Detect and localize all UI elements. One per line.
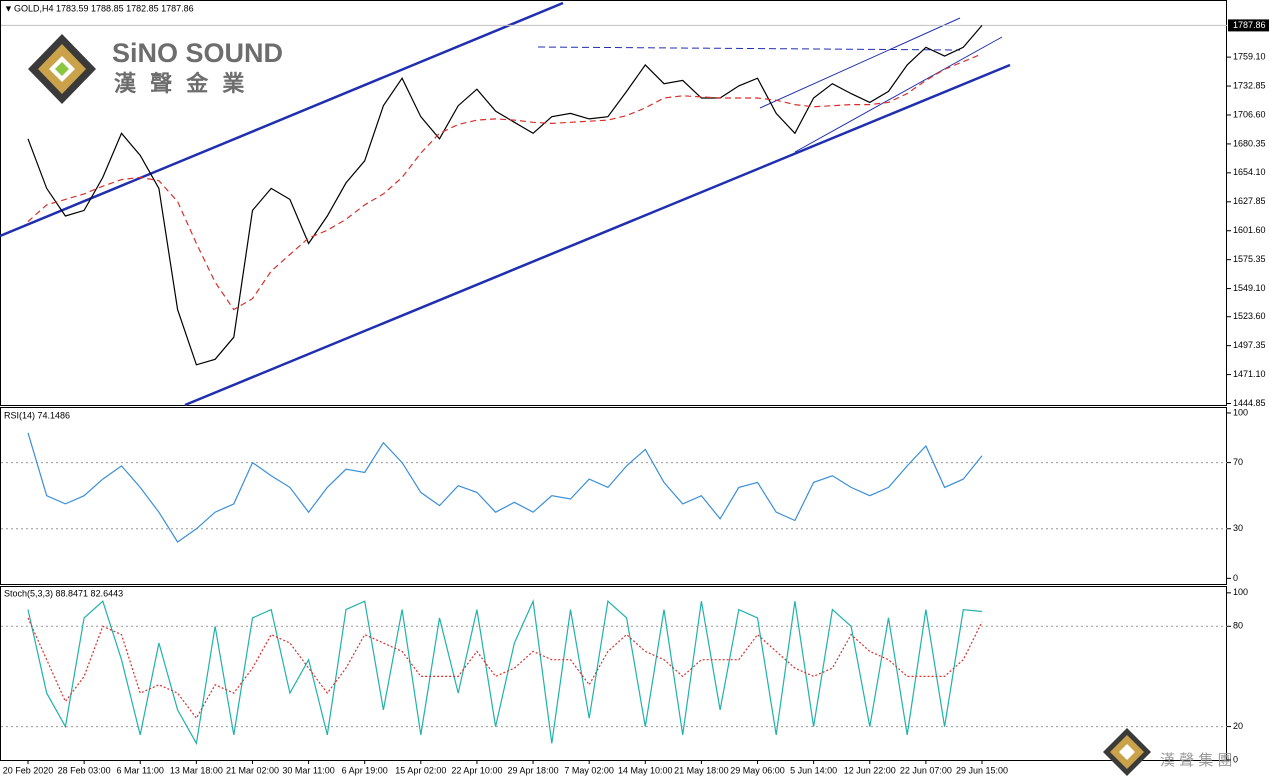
logo-center [55, 62, 69, 76]
y-tick-label: 1523.60 [1233, 311, 1266, 321]
y-tick-label: 1444.85 [1233, 398, 1266, 408]
series-line [27, 599, 983, 746]
x-tick-label: 22 Jun 07:00 [900, 765, 952, 775]
channel-lower [184, 63, 1011, 407]
price-panel [0, 0, 1227, 406]
footer-brand: 漢 聲 集 團 [1160, 752, 1233, 769]
x-tick-label: 22 Apr 10:00 [451, 765, 502, 775]
y-tick-label: 1601.60 [1233, 225, 1266, 235]
y-tick-label: 1575.35 [1233, 254, 1266, 264]
y-tick-label: 1759.10 [1233, 51, 1266, 61]
y-tick-label: 0 [1233, 573, 1238, 583]
logo: SiNO SOUND 漢 聲 金 業 [28, 34, 283, 104]
rsi-title: RSI(14) 74.1486 [4, 410, 70, 420]
x-tick-label: 6 Apr 19:00 [342, 765, 388, 775]
brand-sub: 漢 聲 金 業 [114, 71, 248, 96]
trend-lines [0, 1, 1011, 407]
stoch-title: Stoch(5,3,3) 88.8471 82.6443 [4, 588, 123, 598]
brand-name: SiNO SOUND [112, 38, 283, 68]
y-tick-label: 30 [1233, 523, 1243, 533]
stoch-panel [0, 586, 1227, 761]
y-tick-label: 1654.10 [1233, 167, 1266, 177]
x-tick-label: 7 May 02:00 [564, 765, 614, 775]
y-tick-label: 20 [1233, 721, 1243, 731]
y-tick-label: 1549.10 [1233, 283, 1266, 293]
y-tick-label: 0 [1233, 754, 1238, 764]
x-tick-label: 14 May 10:00 [618, 765, 673, 775]
x-tick-label: 29 Apr 18:00 [508, 765, 559, 775]
x-tick-label: 13 Mar 18:00 [170, 765, 223, 775]
y-tick-label: 100 [1233, 407, 1248, 417]
footer-core [1119, 744, 1135, 760]
x-tick-label: 29 May 06:00 [730, 765, 785, 775]
y-tick-label: 1732.85 [1233, 80, 1266, 90]
minor-channel-upper [759, 17, 961, 109]
x-tick-label: 6 Mar 11:00 [117, 765, 164, 775]
x-tick-label: 21 Mar 02:00 [226, 765, 279, 775]
x-tick-label: 21 May 18:00 [674, 765, 729, 775]
y-tick-label: 1706.60 [1233, 109, 1266, 119]
y-tick-label: 1680.35 [1233, 138, 1266, 148]
current-price-box [1228, 19, 1269, 32]
x-tick-label: 29 Jun 15:00 [956, 765, 1008, 775]
x-tick-label: 28 Feb 03:00 [58, 765, 111, 775]
symbol-icon: ▼ [4, 3, 13, 13]
x-tick-label: 15 Apr 02:00 [395, 765, 446, 775]
rsi-panel [0, 407, 1227, 585]
minor-channel-lower [794, 36, 1003, 153]
footer-logo: 漢 聲 集 團 [1103, 728, 1233, 776]
resistance-line [537, 46, 961, 51]
x-tick-label: 20 Feb 2020 [3, 765, 54, 775]
x-tick-label: 5 Jun 14:00 [790, 765, 837, 775]
series-line [27, 25, 983, 366]
y-tick-label: 1471.10 [1233, 369, 1266, 379]
series-line [27, 432, 983, 543]
series-line [27, 617, 983, 720]
series-line [27, 53, 983, 311]
x-tick-label: 30 Mar 11:00 [282, 765, 334, 775]
y-tick-label: 70 [1233, 457, 1243, 467]
y-tick-label: 80 [1233, 621, 1243, 631]
channel-upper [0, 1, 564, 238]
current-price-label: 1787.86 [1233, 20, 1266, 30]
y-tick-label: 1627.85 [1233, 196, 1266, 206]
price-title: GOLD,H4 1783.59 1788.85 1782.85 1787.86 [14, 3, 194, 13]
x-tick-label: 12 Jun 22:00 [844, 765, 896, 775]
y-tick-label: 1497.35 [1233, 340, 1266, 350]
y-tick-label: 100 [1233, 587, 1248, 597]
